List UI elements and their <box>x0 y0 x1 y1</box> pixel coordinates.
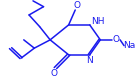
Text: NH: NH <box>91 17 104 26</box>
Text: Na: Na <box>123 41 135 50</box>
Text: O: O <box>113 35 120 44</box>
Text: O: O <box>51 69 58 78</box>
Text: N: N <box>86 56 93 65</box>
Text: O: O <box>73 1 80 10</box>
